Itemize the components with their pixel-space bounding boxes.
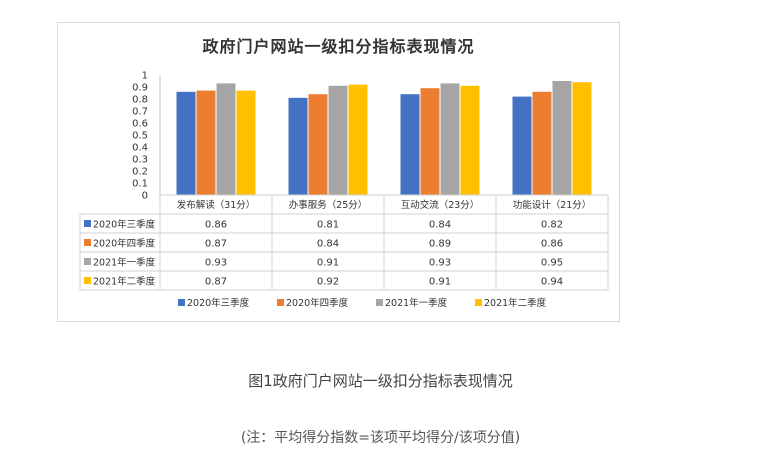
table-legend-key	[84, 220, 91, 227]
y-tick-label: 0.3	[132, 155, 148, 166]
y-tick-label: 0.1	[132, 179, 148, 190]
bar	[288, 97, 308, 195]
bar	[196, 90, 216, 195]
y-tick-label: 0.5	[132, 131, 148, 142]
table-value: 0.94	[541, 277, 563, 288]
table-series-label: 2021年二季度	[93, 276, 156, 288]
bar	[440, 83, 460, 195]
table-value: 0.84	[429, 220, 451, 231]
figure-note: (注：平均得分指数=该项平均得分/该项分值)	[240, 430, 521, 446]
legend-swatch	[475, 299, 482, 306]
table-series-label: 2020年四季度	[93, 238, 156, 250]
bar	[512, 96, 532, 195]
y-tick-label: 0.6	[132, 119, 148, 130]
table-value: 0.93	[429, 258, 451, 269]
bar	[400, 94, 420, 195]
chart-title: 政府门户网站一级扣分指标表现情况	[202, 37, 475, 56]
table-value: 0.87	[205, 239, 227, 250]
table-legend-key	[84, 258, 91, 265]
table-series-label: 2020年三季度	[93, 219, 156, 231]
category-label: 功能设计（21分）	[513, 199, 592, 211]
category-label: 互动交流（23分）	[401, 199, 480, 211]
legend-swatch	[277, 299, 284, 306]
legend-swatch	[376, 299, 383, 306]
y-tick-label: 0	[142, 191, 148, 202]
y-tick-label: 0.2	[132, 167, 148, 178]
category-label: 发布解读（31分）	[177, 199, 256, 211]
legend-label: 2021年二季度	[484, 297, 547, 309]
table-value: 0.86	[541, 239, 563, 250]
bar	[328, 85, 348, 195]
table-value: 0.91	[429, 277, 451, 288]
bar	[176, 91, 196, 195]
y-tick-label: 0.7	[132, 107, 148, 118]
y-tick-label: 1	[142, 71, 148, 82]
y-tick-label: 0.8	[132, 95, 148, 106]
y-tick-label: 0.4	[132, 143, 148, 154]
chart-container: 政府门户网站一级扣分指标表现情况 0 0.1 0.2 0.3 0.4 0.5 0.6 0.7 0…	[57, 22, 620, 322]
bar	[236, 90, 256, 195]
legend-label: 2021年一季度	[385, 297, 448, 309]
bar	[460, 85, 480, 195]
table-legend-key	[84, 277, 91, 284]
bar	[552, 81, 572, 195]
y-tick-label: 0.9	[132, 83, 148, 94]
bar	[532, 91, 552, 195]
bar	[308, 94, 328, 195]
table-value: 0.93	[205, 258, 227, 269]
table-value: 0.84	[317, 239, 339, 250]
figure-caption: 图1政府门户网站一级扣分指标表现情况	[248, 372, 513, 390]
bar	[572, 82, 592, 195]
bar	[348, 84, 368, 195]
bar	[420, 88, 440, 195]
table-value: 0.82	[541, 220, 563, 231]
table-series-label: 2021年一季度	[93, 257, 156, 269]
table-value: 0.81	[317, 220, 339, 231]
table-value: 0.92	[317, 277, 339, 288]
category-label: 办事服务（25分）	[289, 199, 368, 211]
table-legend-key	[84, 239, 91, 246]
table-value: 0.89	[429, 239, 451, 250]
table-value: 0.91	[317, 258, 339, 269]
legend-swatch	[178, 299, 185, 306]
bar	[216, 83, 236, 195]
table-value: 0.87	[205, 277, 227, 288]
legend-label: 2020年四季度	[286, 297, 349, 309]
legend-label: 2020年三季度	[187, 297, 250, 309]
table-value: 0.95	[541, 258, 563, 269]
table-value: 0.86	[205, 220, 227, 231]
